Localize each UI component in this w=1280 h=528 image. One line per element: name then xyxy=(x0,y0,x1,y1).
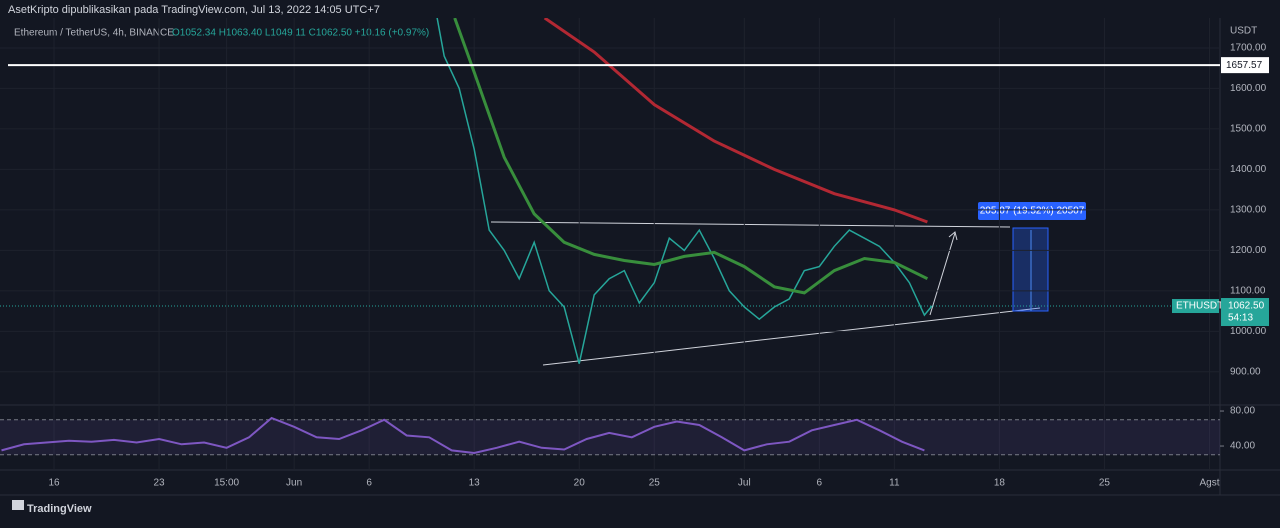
arrow-head xyxy=(948,231,958,241)
level-label-bg xyxy=(1221,57,1269,74)
y-tick-label: 1700.00 xyxy=(1230,43,1267,54)
trendline xyxy=(490,221,1011,228)
x-tick-label: 25 xyxy=(1099,478,1111,489)
y-tick-label: 1300.00 xyxy=(1230,205,1267,216)
rsi-band xyxy=(0,419,1220,455)
line-series xyxy=(453,18,929,295)
footer-brand: TradingView xyxy=(27,503,92,515)
symbol-tag-bg xyxy=(1172,299,1219,314)
countdown: 54:13 xyxy=(1228,313,1253,324)
x-tick-label: 16 xyxy=(48,478,60,489)
arrow xyxy=(929,232,956,316)
rsi-line xyxy=(1,416,925,455)
price-pane xyxy=(436,18,933,364)
line-series xyxy=(543,18,928,224)
symbol-tag: ETHUSDT xyxy=(1176,301,1223,312)
x-tick-label: 13 xyxy=(469,478,481,489)
rsi-tick-label: 80.00 xyxy=(1230,406,1255,417)
y-tick-label: 1200.00 xyxy=(1230,245,1267,256)
x-tick-label: Jul xyxy=(738,478,751,489)
trendline xyxy=(542,307,1041,366)
y-tick-label: 1600.00 xyxy=(1230,83,1267,94)
symbol: Ethereum / TetherUS, 4h, BINANCE xyxy=(14,28,174,39)
y-tick-label: 900.00 xyxy=(1230,366,1261,377)
measure-label-bg xyxy=(978,202,1086,220)
y-tick-label: 1000.00 xyxy=(1230,326,1267,337)
y-tick-label: 1400.00 xyxy=(1230,164,1267,175)
level-label: 1657.57 xyxy=(1226,60,1263,71)
ohlc: O1052.34 H1063.40 L1049.11 C1062.50 +10.… xyxy=(172,28,429,39)
x-tick-label: 20 xyxy=(574,478,586,489)
x-tick-label: 25 xyxy=(649,478,661,489)
x-tick-label: 18 xyxy=(994,478,1006,489)
measure-label: 205.07 (19.52%) 20507 xyxy=(980,206,1085,217)
last-price-label: 1062.50 xyxy=(1228,301,1265,312)
x-tick-label: 6 xyxy=(366,478,372,489)
logo xyxy=(12,500,24,510)
x-tick-label: 23 xyxy=(154,478,166,489)
y-tick-label: 1100.00 xyxy=(1230,285,1266,296)
currency: USDT xyxy=(1230,26,1257,37)
y-tick-label: 1500.00 xyxy=(1230,124,1267,135)
rsi-pane xyxy=(0,416,1220,456)
rsi-tick-label: 40.00 xyxy=(1230,441,1255,452)
x-tick-label: Jun xyxy=(286,478,302,489)
line-series xyxy=(436,18,933,364)
x-tick-label: Agst xyxy=(1199,478,1219,489)
x-tick-label: 11 xyxy=(889,478,900,489)
x-tick-label: 15:00 xyxy=(214,478,239,489)
last-price-bg xyxy=(1221,298,1269,327)
x-tick-label: 6 xyxy=(817,478,823,489)
publisher: AsetKripto dipublikasikan pada TradingVi… xyxy=(8,4,380,16)
